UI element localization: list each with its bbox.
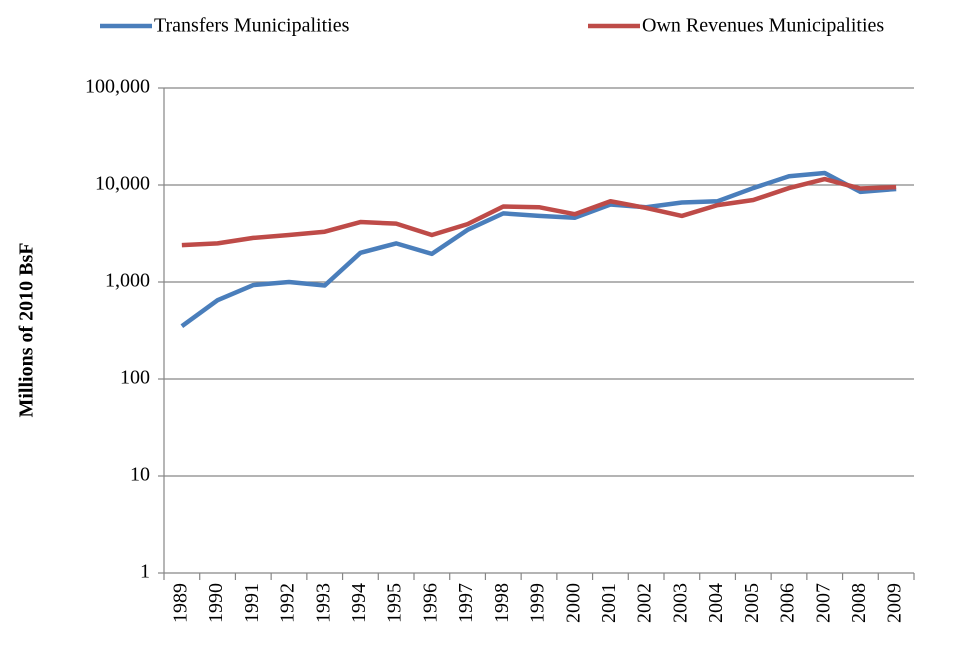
x-tick-label: 1996 — [419, 583, 441, 623]
x-tick-label: 2008 — [848, 583, 870, 623]
y-axis-label: Millions of 2010 BsF — [16, 242, 38, 417]
x-tick-label: 2004 — [705, 583, 727, 623]
x-tick-label: 1992 — [277, 583, 299, 623]
x-tick-label: 1991 — [241, 583, 263, 623]
x-tick-label: 2001 — [598, 583, 620, 623]
y-tick-label: 10,000 — [95, 173, 150, 195]
y-tick-label: 1 — [140, 561, 150, 583]
x-tick-label: 1990 — [205, 583, 227, 623]
x-tick-label: 2007 — [812, 583, 834, 623]
x-tick-label: 2003 — [669, 583, 691, 623]
data-line — [180, 170, 897, 329]
x-tick-label: 2009 — [884, 583, 906, 623]
x-tick-label: 1993 — [312, 583, 334, 623]
x-tick-label: 1998 — [491, 583, 513, 623]
y-tick-label: 100 — [120, 367, 150, 389]
x-tick-label: 2002 — [634, 583, 656, 623]
x-tick-label: 2000 — [562, 583, 584, 623]
y-tick-label: 10 — [130, 464, 150, 486]
x-tick-label: 2005 — [741, 583, 763, 623]
legend-label: Own Revenues Municipalities — [642, 15, 884, 37]
legend-label: Transfers Municipalities — [154, 15, 350, 37]
x-tick-label: 1994 — [348, 583, 370, 623]
x-tick-label: 1989 — [169, 583, 191, 623]
data-line — [181, 176, 897, 248]
y-tick-label: 1,000 — [105, 270, 150, 292]
x-tick-label: 1999 — [527, 583, 549, 623]
x-tick-label: 2006 — [777, 583, 799, 623]
x-tick-label: 1995 — [384, 583, 406, 623]
y-tick-label: 100,000 — [85, 76, 150, 98]
x-tick-label: 1997 — [455, 583, 477, 623]
